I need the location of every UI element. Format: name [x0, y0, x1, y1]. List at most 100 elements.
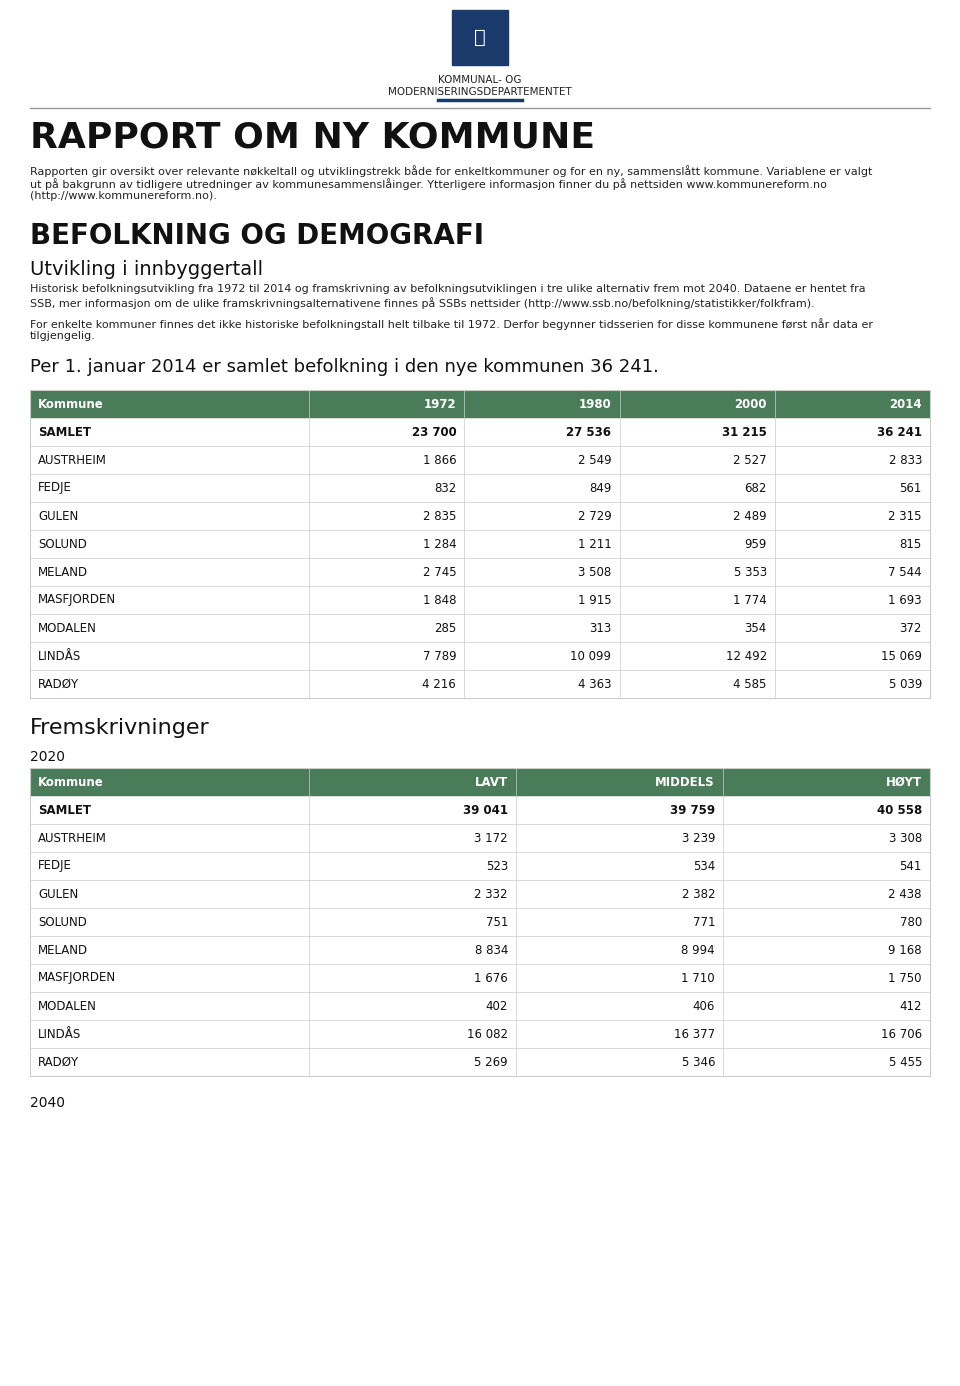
Bar — [30, 1020, 309, 1048]
Bar — [309, 1020, 516, 1048]
Text: 313: 313 — [589, 621, 612, 635]
Text: 1 915: 1 915 — [578, 593, 612, 607]
Text: 2 549: 2 549 — [578, 453, 612, 467]
Bar — [775, 502, 930, 529]
Bar — [465, 389, 619, 419]
Text: 7 789: 7 789 — [422, 650, 456, 663]
Bar — [516, 965, 723, 992]
Bar — [30, 669, 309, 699]
Bar — [775, 529, 930, 559]
Text: MIDDELS: MIDDELS — [656, 776, 715, 789]
Text: 534: 534 — [693, 859, 715, 873]
Text: 2 489: 2 489 — [733, 510, 767, 523]
Text: 849: 849 — [589, 481, 612, 495]
Text: MODALEN: MODALEN — [38, 999, 97, 1013]
Bar — [723, 908, 930, 936]
Text: 1 774: 1 774 — [733, 593, 767, 607]
Text: 39 041: 39 041 — [463, 804, 508, 816]
Text: 3 172: 3 172 — [474, 832, 508, 844]
Text: SAMLET: SAMLET — [38, 426, 91, 438]
Text: 3 508: 3 508 — [578, 565, 612, 578]
Text: 2040: 2040 — [30, 1096, 65, 1110]
Text: 1972: 1972 — [423, 398, 456, 410]
Bar — [30, 502, 309, 529]
Bar — [723, 825, 930, 852]
Bar — [619, 586, 775, 614]
Text: 12 492: 12 492 — [726, 650, 767, 663]
Bar — [516, 768, 723, 796]
Bar — [723, 965, 930, 992]
Bar — [30, 586, 309, 614]
Text: RADØY: RADØY — [38, 678, 79, 690]
Bar — [465, 502, 619, 529]
Bar — [30, 880, 309, 908]
Text: 354: 354 — [745, 621, 767, 635]
Bar — [30, 992, 309, 1020]
Text: 15 069: 15 069 — [881, 650, 922, 663]
Text: 16 706: 16 706 — [881, 1027, 922, 1041]
Bar — [309, 419, 465, 446]
Bar — [309, 474, 465, 502]
Text: 372: 372 — [900, 621, 922, 635]
Text: 1 284: 1 284 — [422, 538, 456, 550]
Bar — [465, 559, 619, 586]
Bar — [465, 586, 619, 614]
Bar — [452, 10, 508, 65]
Bar — [30, 936, 309, 965]
Bar — [723, 1020, 930, 1048]
Text: 682: 682 — [744, 481, 767, 495]
Text: 1 848: 1 848 — [422, 593, 456, 607]
Bar — [516, 936, 723, 965]
Text: Kommune: Kommune — [38, 398, 104, 410]
Text: 2 835: 2 835 — [422, 510, 456, 523]
Bar — [619, 389, 775, 419]
Bar — [516, 796, 723, 825]
Text: 523: 523 — [486, 859, 508, 873]
Text: BEFOLKNING OG DEMOGRAFI: BEFOLKNING OG DEMOGRAFI — [30, 222, 484, 249]
Text: LAVT: LAVT — [475, 776, 508, 789]
Bar — [309, 529, 465, 559]
Text: For enkelte kommuner finnes det ikke historiske befolkningstall helt tilbake til: For enkelte kommuner finnes det ikke his… — [30, 317, 873, 330]
Text: 1 676: 1 676 — [474, 972, 508, 984]
Bar — [723, 796, 930, 825]
Bar — [30, 768, 930, 1076]
Text: AUSTRHEIM: AUSTRHEIM — [38, 832, 107, 844]
Bar — [723, 768, 930, 796]
Text: MELAND: MELAND — [38, 944, 88, 956]
Bar — [309, 796, 516, 825]
Text: 40 558: 40 558 — [876, 804, 922, 816]
Text: RADØY: RADØY — [38, 1056, 79, 1069]
Bar — [619, 419, 775, 446]
Text: 5 353: 5 353 — [733, 565, 767, 578]
Text: 16 377: 16 377 — [674, 1027, 715, 1041]
Bar — [309, 642, 465, 669]
Text: 8 994: 8 994 — [682, 944, 715, 956]
Text: 1980: 1980 — [579, 398, 612, 410]
Text: 2 833: 2 833 — [889, 453, 922, 467]
Text: 5 346: 5 346 — [682, 1056, 715, 1069]
Text: 406: 406 — [692, 999, 715, 1013]
Bar — [619, 474, 775, 502]
Text: 780: 780 — [900, 916, 922, 929]
Bar — [775, 642, 930, 669]
Text: 2 315: 2 315 — [889, 510, 922, 523]
Bar — [465, 419, 619, 446]
Text: GULEN: GULEN — [38, 510, 79, 523]
Bar — [30, 559, 309, 586]
Text: Rapporten gir oversikt over relevante nøkkeltall og utviklingstrekk både for enk: Rapporten gir oversikt over relevante nø… — [30, 165, 873, 177]
Text: (http://www.kommunereform.no).: (http://www.kommunereform.no). — [30, 191, 217, 201]
Bar — [775, 419, 930, 446]
Bar — [465, 446, 619, 474]
Bar — [30, 419, 309, 446]
Text: 4 363: 4 363 — [578, 678, 612, 690]
Bar — [775, 446, 930, 474]
Text: 31 215: 31 215 — [722, 426, 767, 438]
Text: 2 745: 2 745 — [422, 565, 456, 578]
Bar — [30, 642, 309, 669]
Bar — [516, 908, 723, 936]
Bar — [30, 796, 309, 825]
Text: tilgjengelig.: tilgjengelig. — [30, 331, 96, 341]
Text: 16 082: 16 082 — [467, 1027, 508, 1041]
Text: 3 308: 3 308 — [889, 832, 922, 844]
Text: RAPPORT OM NY KOMMUNE: RAPPORT OM NY KOMMUNE — [30, 121, 595, 154]
